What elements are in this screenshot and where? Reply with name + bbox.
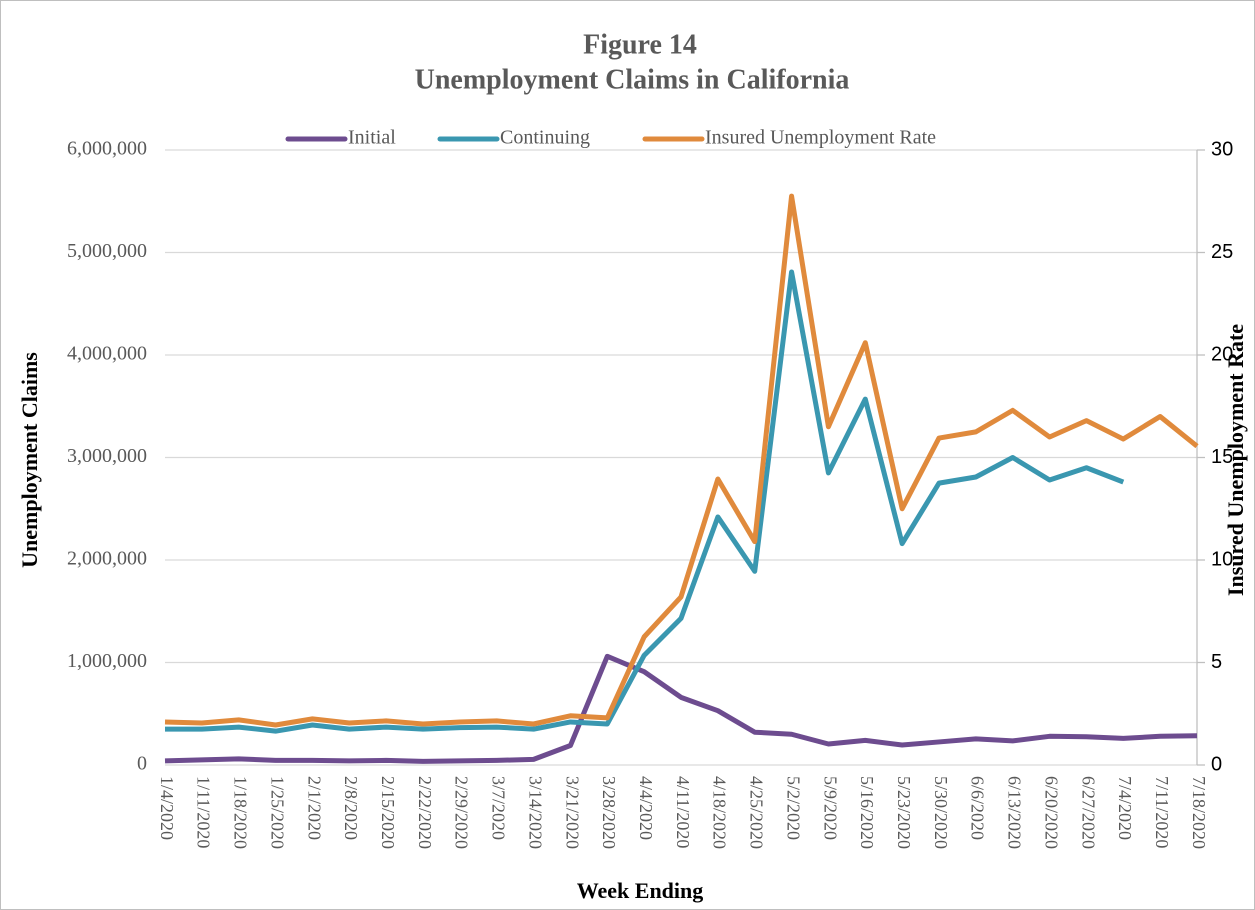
y-tick-label: 0 <box>137 753 147 775</box>
y2-tick-label: 10 <box>1211 548 1233 570</box>
x-axis-title: Week Ending <box>577 878 704 903</box>
x-tick-label: 6/13/2020 <box>1005 776 1025 849</box>
y2-tick-label: 20 <box>1211 343 1233 365</box>
x-tick-label: 6/27/2020 <box>1078 776 1098 849</box>
x-tick-label: 5/16/2020 <box>857 776 877 849</box>
y-tick-label: 1,000,000 <box>67 650 147 672</box>
x-tick-label: 1/25/2020 <box>267 776 287 849</box>
y-axis-title: Unemployment Claims <box>17 352 42 568</box>
y-tick-label: 6,000,000 <box>67 138 147 160</box>
x-tick-label: 7/18/2020 <box>1189 776 1209 849</box>
x-tick-label: 4/4/2020 <box>636 776 656 840</box>
x-tick-label: 3/28/2020 <box>599 776 619 849</box>
legend-label: Insured Unemployment Rate <box>705 127 936 149</box>
x-tick-label: 2/8/2020 <box>341 776 361 840</box>
x-tick-label: 2/1/2020 <box>304 776 324 840</box>
x-tick-label: 1/18/2020 <box>231 776 251 849</box>
x-tick-label: 4/25/2020 <box>747 776 767 849</box>
x-tick-label: 2/15/2020 <box>378 776 398 849</box>
y-tick-label: 2,000,000 <box>67 548 147 570</box>
y2-tick-label: 5 <box>1211 651 1222 673</box>
chart-subtitle: Unemployment Claims in California <box>415 64 850 95</box>
x-tick-label: 4/11/2020 <box>673 776 693 848</box>
series-line <box>164 653 1198 764</box>
x-tick-label: 4/18/2020 <box>710 776 730 849</box>
x-tick-label: 1/11/2020 <box>194 776 214 848</box>
y-tick-label: 3,000,000 <box>67 445 147 467</box>
legend-label: Continuing <box>500 127 590 149</box>
series-line <box>164 193 1199 728</box>
y-tick-label: 4,000,000 <box>67 343 147 365</box>
legend-label: Initial <box>348 127 396 149</box>
chart-title: Figure 14 <box>583 29 697 60</box>
x-tick-label: 7/4/2020 <box>1115 776 1135 840</box>
x-tick-label: 5/23/2020 <box>894 776 914 849</box>
x-tick-label: 6/20/2020 <box>1041 776 1061 849</box>
x-tick-label: 6/6/2020 <box>968 776 988 840</box>
x-tick-label: 3/14/2020 <box>525 776 545 849</box>
x-tick-label: 3/7/2020 <box>489 776 509 840</box>
x-tick-label: 2/22/2020 <box>415 776 435 849</box>
y2-axis-title: Insured Unemployment Rate <box>1223 324 1248 596</box>
y-tick-label: 5,000,000 <box>67 240 147 262</box>
x-tick-label: 1/4/2020 <box>157 776 177 840</box>
y2-tick-label: 25 <box>1211 241 1233 263</box>
y2-tick-label: 15 <box>1211 446 1233 468</box>
x-tick-label: 2/29/2020 <box>452 776 472 849</box>
x-tick-label: 5/2/2020 <box>783 776 803 840</box>
y2-tick-label: 0 <box>1211 753 1222 775</box>
x-tick-label: 5/30/2020 <box>931 776 951 849</box>
x-tick-label: 5/9/2020 <box>820 776 840 840</box>
x-tick-label: 7/11/2020 <box>1152 776 1172 848</box>
y2-tick-label: 30 <box>1211 138 1233 160</box>
x-tick-label: 3/21/2020 <box>562 776 582 849</box>
series-line <box>165 269 1125 734</box>
